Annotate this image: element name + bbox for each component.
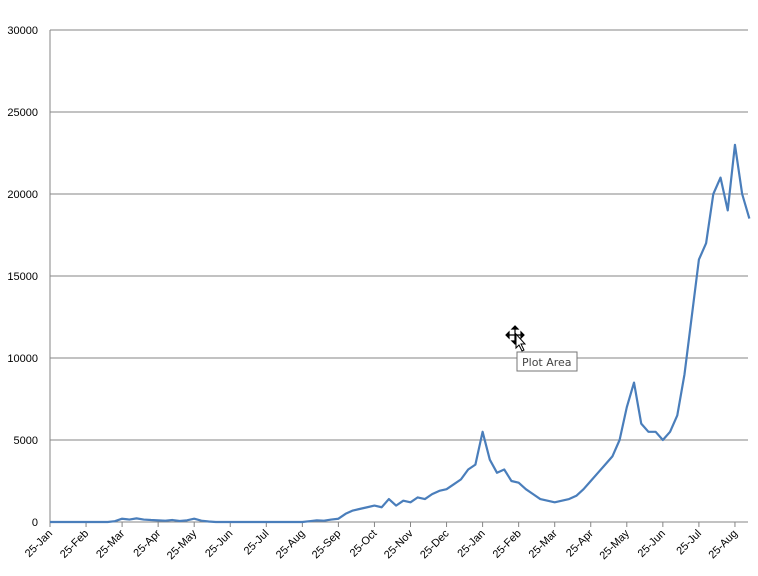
- y-tick-label: 0: [32, 517, 38, 529]
- data-line: [50, 143, 751, 524]
- y-tick-label: 20000: [7, 189, 38, 201]
- move-cursor: [505, 325, 525, 345]
- y-tick-label: 30000: [7, 25, 38, 37]
- y-tick-label: 10000: [7, 353, 38, 365]
- y-tick-label: 15000: [7, 271, 38, 283]
- tooltip: Plot Area: [522, 356, 572, 369]
- cursor: [505, 325, 527, 352]
- y-tick-label: 25000: [7, 107, 38, 119]
- tooltip-box: [516, 351, 578, 372]
- pointer: [515, 332, 527, 352]
- y-tick-label: 5000: [14, 435, 38, 447]
